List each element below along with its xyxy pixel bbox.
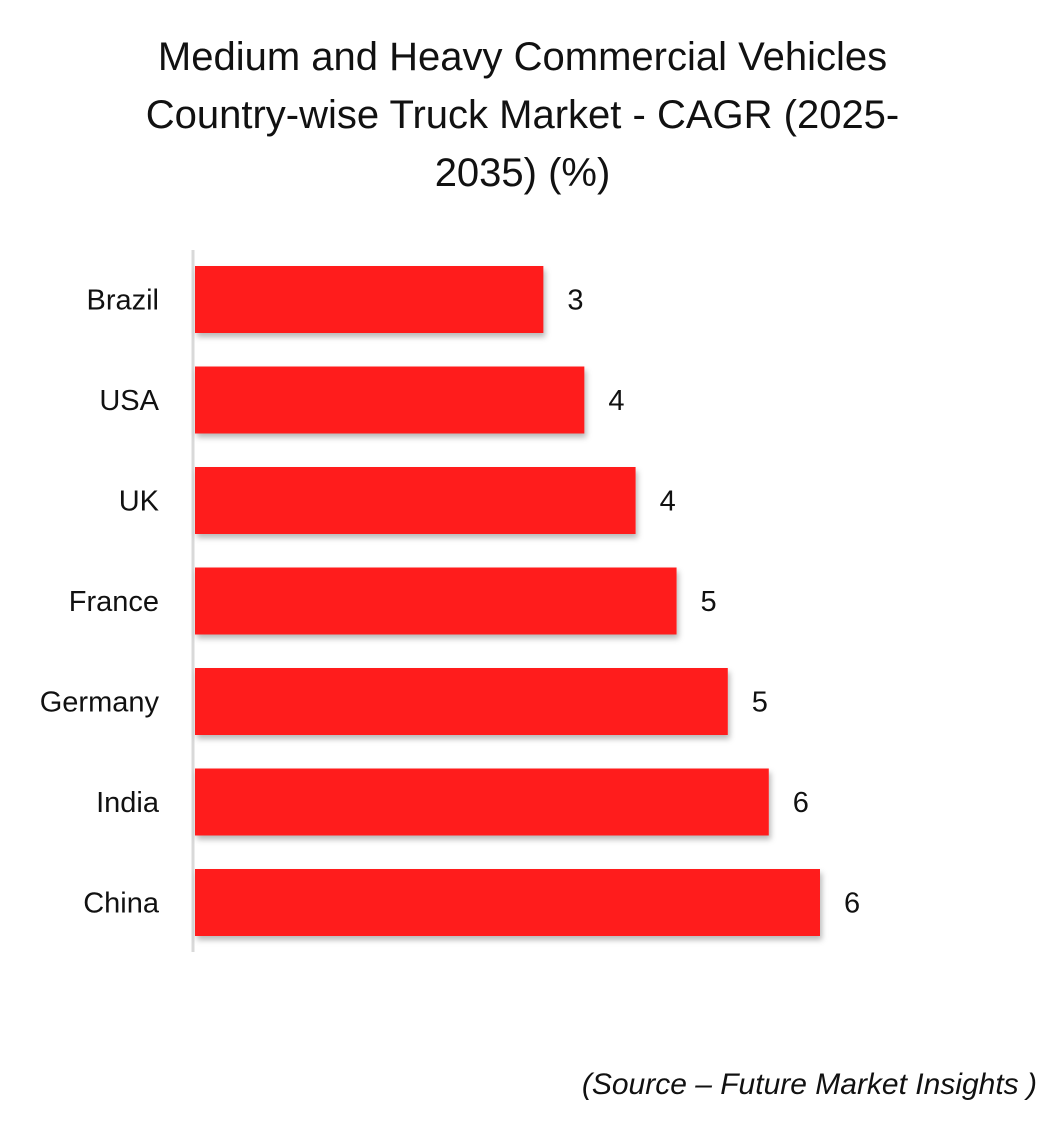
chart-title-line-3: 2035) (%) <box>434 151 611 195</box>
category-label-usa: USA <box>99 385 159 417</box>
bar-brazil <box>195 266 544 333</box>
value-label-uk: 4 <box>660 486 676 518</box>
bar-germany <box>195 668 728 735</box>
category-label-brazil: Brazil <box>86 285 159 317</box>
value-label-china: 6 <box>844 888 860 920</box>
value-label-france: 5 <box>701 586 717 618</box>
category-label-germany: Germany <box>40 687 160 719</box>
bar-china <box>195 869 820 936</box>
chart-title: Medium and Heavy Commercial Vehicles Cou… <box>60 28 985 202</box>
chart-title-line-2: Country-wise Truck Market - CAGR (2025- <box>145 93 900 137</box>
bars-layer: Brazil 3 USA 4 UK 4 France 5 Germany 5 India 6 China… <box>40 266 860 936</box>
value-label-india: 6 <box>793 787 809 819</box>
bar-usa <box>195 366 585 434</box>
category-label-france: France <box>69 586 159 618</box>
bar-uk <box>195 467 636 534</box>
source-note: (Source – Future Market Insights ) <box>581 1068 1037 1101</box>
chart-title-line-1: Medium and Heavy Commercial Vehicles <box>157 35 888 79</box>
bar-india <box>195 768 769 836</box>
category-label-china: China <box>83 888 160 920</box>
value-label-germany: 5 <box>752 687 768 719</box>
value-label-usa: 4 <box>608 385 624 417</box>
category-label-india: India <box>96 787 160 819</box>
value-label-brazil: 3 <box>567 285 583 317</box>
category-label-uk: UK <box>119 486 160 518</box>
bar-france <box>195 567 677 635</box>
